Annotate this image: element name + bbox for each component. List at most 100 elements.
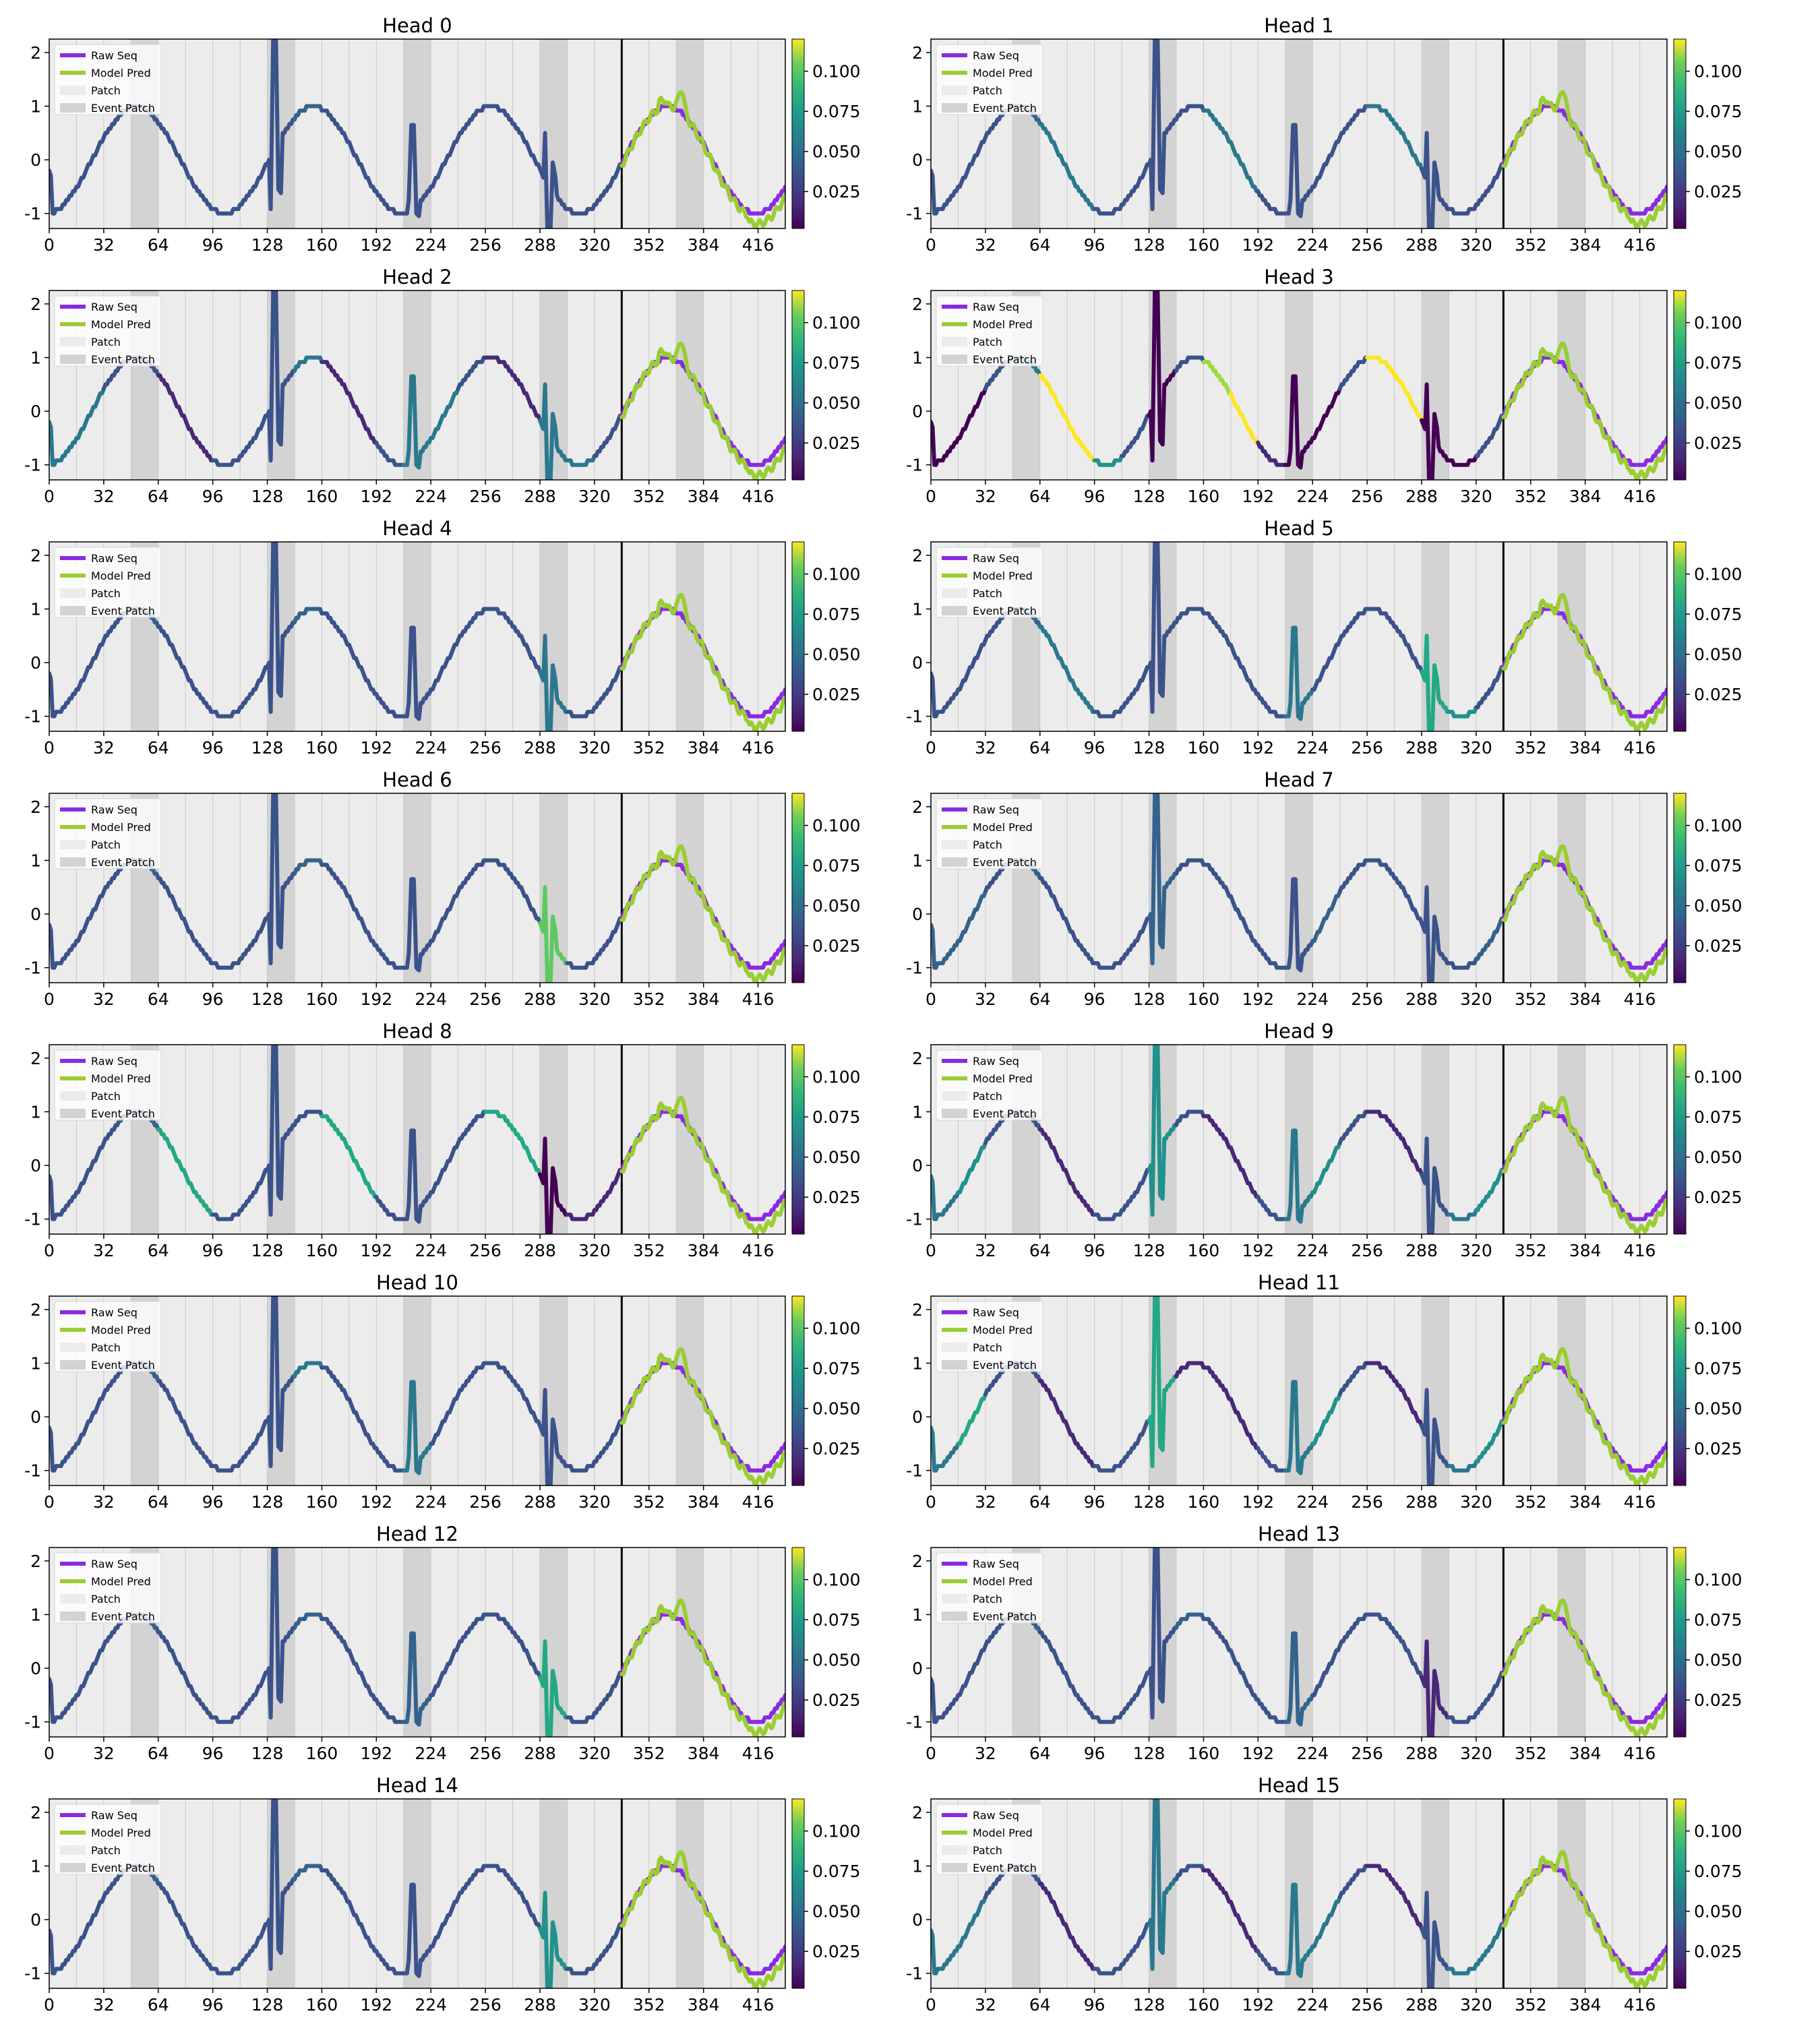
- attention-segment: [483, 104, 515, 126]
- attention-segment: [346, 140, 379, 193]
- attention-segment: [183, 1926, 215, 1971]
- attention-segment: [293, 1864, 324, 1882]
- y-tick-label: -1: [906, 1713, 923, 1732]
- legend-label: Patch: [973, 1090, 1002, 1103]
- attention-segment: [210, 1208, 243, 1221]
- legend-label: Event Patch: [973, 1610, 1037, 1623]
- x-tick-label: 64: [148, 1241, 169, 1260]
- attention-segment: [483, 607, 515, 629]
- x-tick-label: 192: [360, 487, 392, 506]
- legend-label: Patch: [91, 1593, 121, 1605]
- head-title: Head 6: [382, 768, 452, 791]
- patch: [185, 1799, 213, 1988]
- attention-segment: [238, 413, 270, 458]
- x-tick-label: 160: [306, 1744, 338, 1763]
- x-tick-label: 96: [202, 1241, 224, 1260]
- y-tick-label: 2: [30, 43, 41, 63]
- attention-segment: [183, 921, 215, 966]
- attention-segment: [429, 1643, 460, 1697]
- y-tick-label: -1: [24, 1210, 41, 1229]
- attention-segment: [1474, 1922, 1506, 1967]
- legend-box: [54, 1804, 162, 1875]
- x-tick-label: 32: [975, 1241, 996, 1260]
- attention-segment: [1228, 1397, 1261, 1450]
- attention-segment: [320, 863, 351, 898]
- attention-segment: [374, 692, 406, 718]
- attention-segment: [374, 440, 406, 467]
- patch: [1176, 39, 1204, 228]
- attention-segment: [183, 1675, 215, 1720]
- model-pred-line: [619, 844, 785, 983]
- x-tick-label: 256: [1351, 1744, 1383, 1763]
- x-tick-label: 256: [469, 487, 502, 506]
- colorbar-tick-label: 0.050: [812, 645, 861, 665]
- x-tick-label: 384: [688, 1241, 720, 1260]
- head-panel-9: Head 9 0 32 64 96 128 160 192 224 256 288 320 352 384…: [906, 1020, 1742, 1260]
- y-tick-label: 0: [912, 1659, 923, 1678]
- patch: [512, 793, 540, 983]
- attention-segment: [1447, 956, 1478, 970]
- model-pred-line: [1501, 1849, 1667, 1988]
- attention-segment: [931, 923, 961, 970]
- patch: [1067, 1799, 1095, 1988]
- legend-label: Event Patch: [91, 353, 155, 366]
- attention-segment: [1310, 386, 1342, 440]
- y-tick-label: -1: [24, 204, 41, 224]
- x-tick-label: 96: [202, 738, 224, 758]
- x-tick-label: 160: [306, 1492, 338, 1512]
- patch: [567, 793, 595, 983]
- x-tick-label: 64: [148, 738, 169, 758]
- attention-segment: [1447, 454, 1478, 467]
- attention-segment: [265, 1799, 297, 1971]
- x-tick-label: 192: [360, 989, 392, 1009]
- attention-segment: [1283, 877, 1315, 973]
- colorbar-tick-label: 0.025: [1694, 685, 1742, 704]
- x-tick-label: 416: [742, 1241, 775, 1260]
- legend-label: Raw Seq: [973, 1306, 1019, 1319]
- head-title: Head 9: [1264, 1020, 1334, 1043]
- patch: [348, 542, 377, 731]
- patch: [485, 1548, 513, 1737]
- plot-frame: [930, 541, 1668, 732]
- patch: [1039, 290, 1068, 480]
- y-tick-label: 1: [912, 1103, 923, 1122]
- x-tick-label: 64: [148, 235, 169, 255]
- legend: Raw Seq Model Pred Patch Event Patch: [54, 44, 162, 115]
- legend-label: Model Pred: [973, 1072, 1033, 1085]
- x-tick-label: 384: [1569, 487, 1602, 506]
- attention-segment: [1228, 391, 1261, 445]
- attention-segment: [1337, 1612, 1370, 1648]
- legend-label: Model Pred: [973, 570, 1033, 582]
- x-tick-label: 128: [1133, 1744, 1165, 1763]
- attention-segment: [401, 1380, 433, 1475]
- legend-swatch: [60, 337, 86, 346]
- x-tick-label: 32: [93, 738, 115, 758]
- legend-label: Raw Seq: [91, 803, 138, 816]
- x-tick-label: 256: [469, 1492, 502, 1512]
- y-tick-label: 0: [912, 905, 923, 924]
- attention-segment: [1201, 1617, 1233, 1653]
- x-tick-label: 96: [202, 1744, 224, 1763]
- patch: [1394, 793, 1422, 983]
- x-tick-label: 64: [148, 1744, 169, 1763]
- legend-label: Patch: [973, 587, 1002, 600]
- patch-background: [931, 1296, 1667, 1485]
- y-tick-label: 1: [30, 1354, 41, 1374]
- x-tick-label: 320: [1460, 235, 1492, 255]
- attention-segment: [1310, 1140, 1342, 1194]
- x-tick-label: 288: [524, 235, 556, 255]
- legend-swatch: [60, 588, 86, 598]
- attention-segment: [1120, 1922, 1151, 1967]
- legend-label: Event Patch: [973, 1862, 1037, 1874]
- patch: [648, 290, 677, 480]
- legend-label: Model Pred: [91, 67, 151, 80]
- x-tick-label: 192: [1242, 235, 1274, 255]
- x-tick-label: 416: [1624, 1241, 1656, 1260]
- legend-label: Event Patch: [91, 1862, 155, 1874]
- legend: Raw Seq Model Pred Patch Event Patch: [936, 1552, 1043, 1624]
- attention-segment: [1147, 1045, 1178, 1217]
- x-tick-label: 224: [415, 1492, 447, 1512]
- attention-segment: [49, 1426, 79, 1473]
- attention-segment: [1092, 202, 1124, 216]
- y-tick-label: 1: [30, 1605, 41, 1625]
